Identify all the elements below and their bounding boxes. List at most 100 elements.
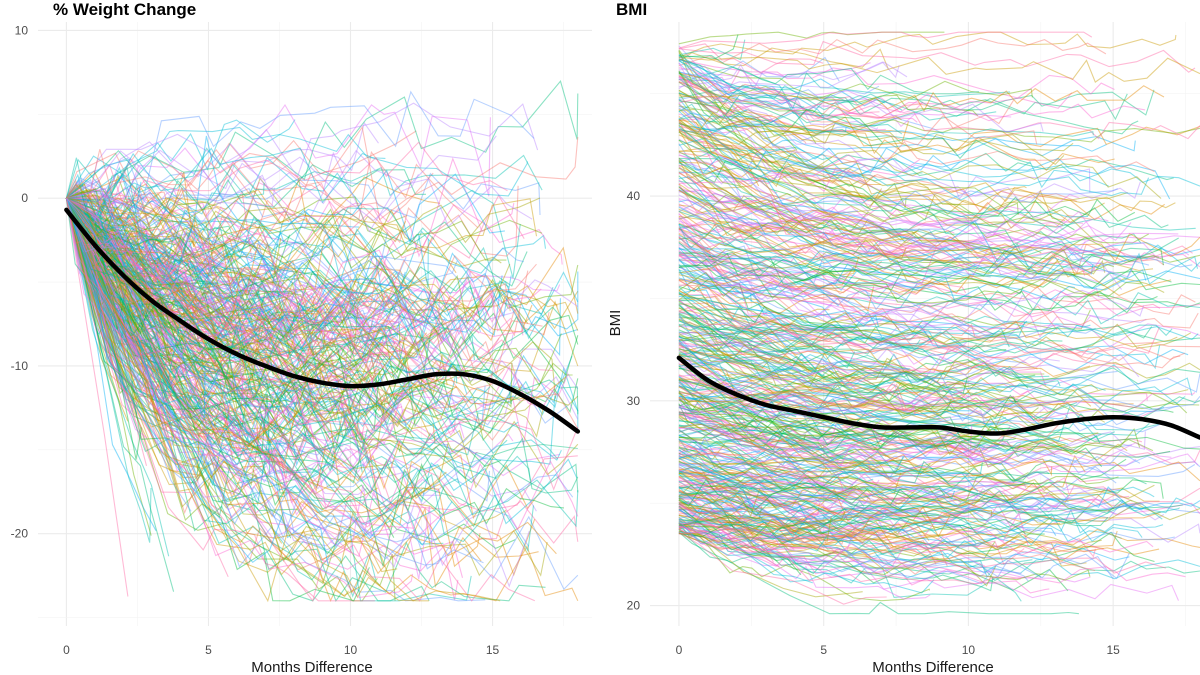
trajectory-line (66, 197, 429, 288)
trajectory-line (65, 197, 146, 276)
trajectory-line (678, 375, 1186, 405)
trajectory-line (678, 255, 842, 283)
trajectory-line (678, 248, 1164, 282)
trajectory-line (66, 135, 505, 245)
trajectory-line (65, 198, 502, 489)
trajectory-line (65, 198, 192, 512)
trajectory-line (678, 166, 1156, 276)
trajectory-line (65, 80, 579, 238)
trajectory-line (678, 203, 840, 221)
trajectory-line (678, 222, 883, 268)
trajectory-line (678, 486, 1200, 520)
trajectory-line (678, 481, 1029, 547)
trajectory-line (678, 520, 813, 584)
trajectory-line (678, 440, 962, 505)
trajectory-line (66, 172, 541, 219)
trajectory-line (678, 478, 946, 511)
trajectory-line (65, 198, 317, 483)
trajectory-line (65, 198, 485, 347)
trajectory-line (678, 389, 966, 418)
trajectory-line (678, 359, 835, 423)
trajectory-line (65, 198, 362, 455)
trajectory-line (65, 198, 544, 458)
trajectory-line (66, 126, 386, 199)
trajectory-line (678, 531, 887, 605)
trajectory-line (65, 197, 467, 375)
trajectory-line (678, 486, 1180, 525)
trajectory-line (66, 197, 533, 353)
trajectory-line (678, 189, 910, 236)
trajectory-line (65, 197, 523, 398)
trajectory-line (678, 453, 795, 550)
trajectory-line (65, 181, 403, 442)
trajectory-line (678, 447, 1142, 512)
trajectory-line (65, 198, 152, 536)
trajectory-line (678, 499, 808, 538)
trajectory-line (678, 304, 1090, 366)
trajectory-line (65, 198, 389, 394)
trajectory-line (678, 361, 1078, 411)
trajectory-line (65, 197, 511, 331)
trajectory-line (65, 198, 129, 597)
trajectory-line (678, 426, 1010, 461)
trajectory-line (678, 277, 1028, 331)
trajectory-line (678, 81, 879, 130)
trajectory-line (678, 108, 876, 189)
trajectory-line (65, 197, 561, 357)
trajectory-line (66, 194, 512, 330)
trajectory-line (678, 484, 905, 545)
trajectory-line (66, 197, 291, 288)
trajectory-line (678, 272, 752, 302)
trajectory-line (65, 197, 395, 555)
trajectory-line (678, 300, 1199, 348)
trajectory-line (65, 198, 441, 510)
trajectory-line (678, 264, 1026, 349)
trajectory-line (678, 398, 1103, 467)
trajectory-line (678, 43, 824, 74)
trajectory-line (678, 102, 869, 213)
trajectory-line (66, 197, 482, 350)
trajectory-line (678, 476, 1024, 540)
trajectory-line (678, 521, 1096, 575)
trajectory-line (678, 373, 916, 416)
trajectory-line (678, 253, 860, 276)
trajectory-line (678, 62, 1179, 242)
trajectory-line (678, 232, 1058, 331)
trajectory-line (678, 220, 1200, 249)
trajectory-line (65, 197, 544, 453)
trajectory-line (678, 190, 859, 217)
trajectory-line (678, 213, 1109, 240)
trajectory-line (65, 197, 325, 338)
trajectory-line (678, 497, 886, 533)
trajectory-line (678, 67, 1073, 113)
trajectory-line (678, 284, 1181, 369)
trajectory-line (678, 266, 741, 294)
trajectory-line (678, 490, 887, 530)
trajectory-line (678, 225, 764, 247)
trajectory-line (65, 197, 464, 578)
trajectory-line (678, 289, 1038, 383)
trajectory-line (678, 500, 1033, 565)
trajectory-line (65, 198, 215, 486)
trajectory-line (678, 520, 1130, 580)
trajectory-line (65, 198, 386, 571)
trajectory-line (678, 434, 850, 466)
trajectory-line (678, 352, 817, 371)
trajectory-line (65, 198, 398, 573)
trajectory-line (65, 197, 579, 493)
trajectory-line (678, 479, 1200, 522)
trajectory-line (678, 514, 829, 538)
trajectory-line (678, 509, 937, 565)
trajectory-line (678, 34, 739, 60)
trajectory-line (678, 419, 986, 461)
trajectory-line (678, 491, 993, 519)
trajectory-line (65, 197, 579, 441)
trajectory-line (65, 197, 302, 395)
trajectory-line (65, 197, 204, 397)
trajectory-line (65, 198, 505, 415)
trajectory-line (65, 198, 524, 358)
trajectory-line (65, 197, 554, 315)
trajectory-line (65, 198, 458, 384)
trajectory-line (678, 508, 931, 600)
trajectory-line (678, 154, 921, 184)
